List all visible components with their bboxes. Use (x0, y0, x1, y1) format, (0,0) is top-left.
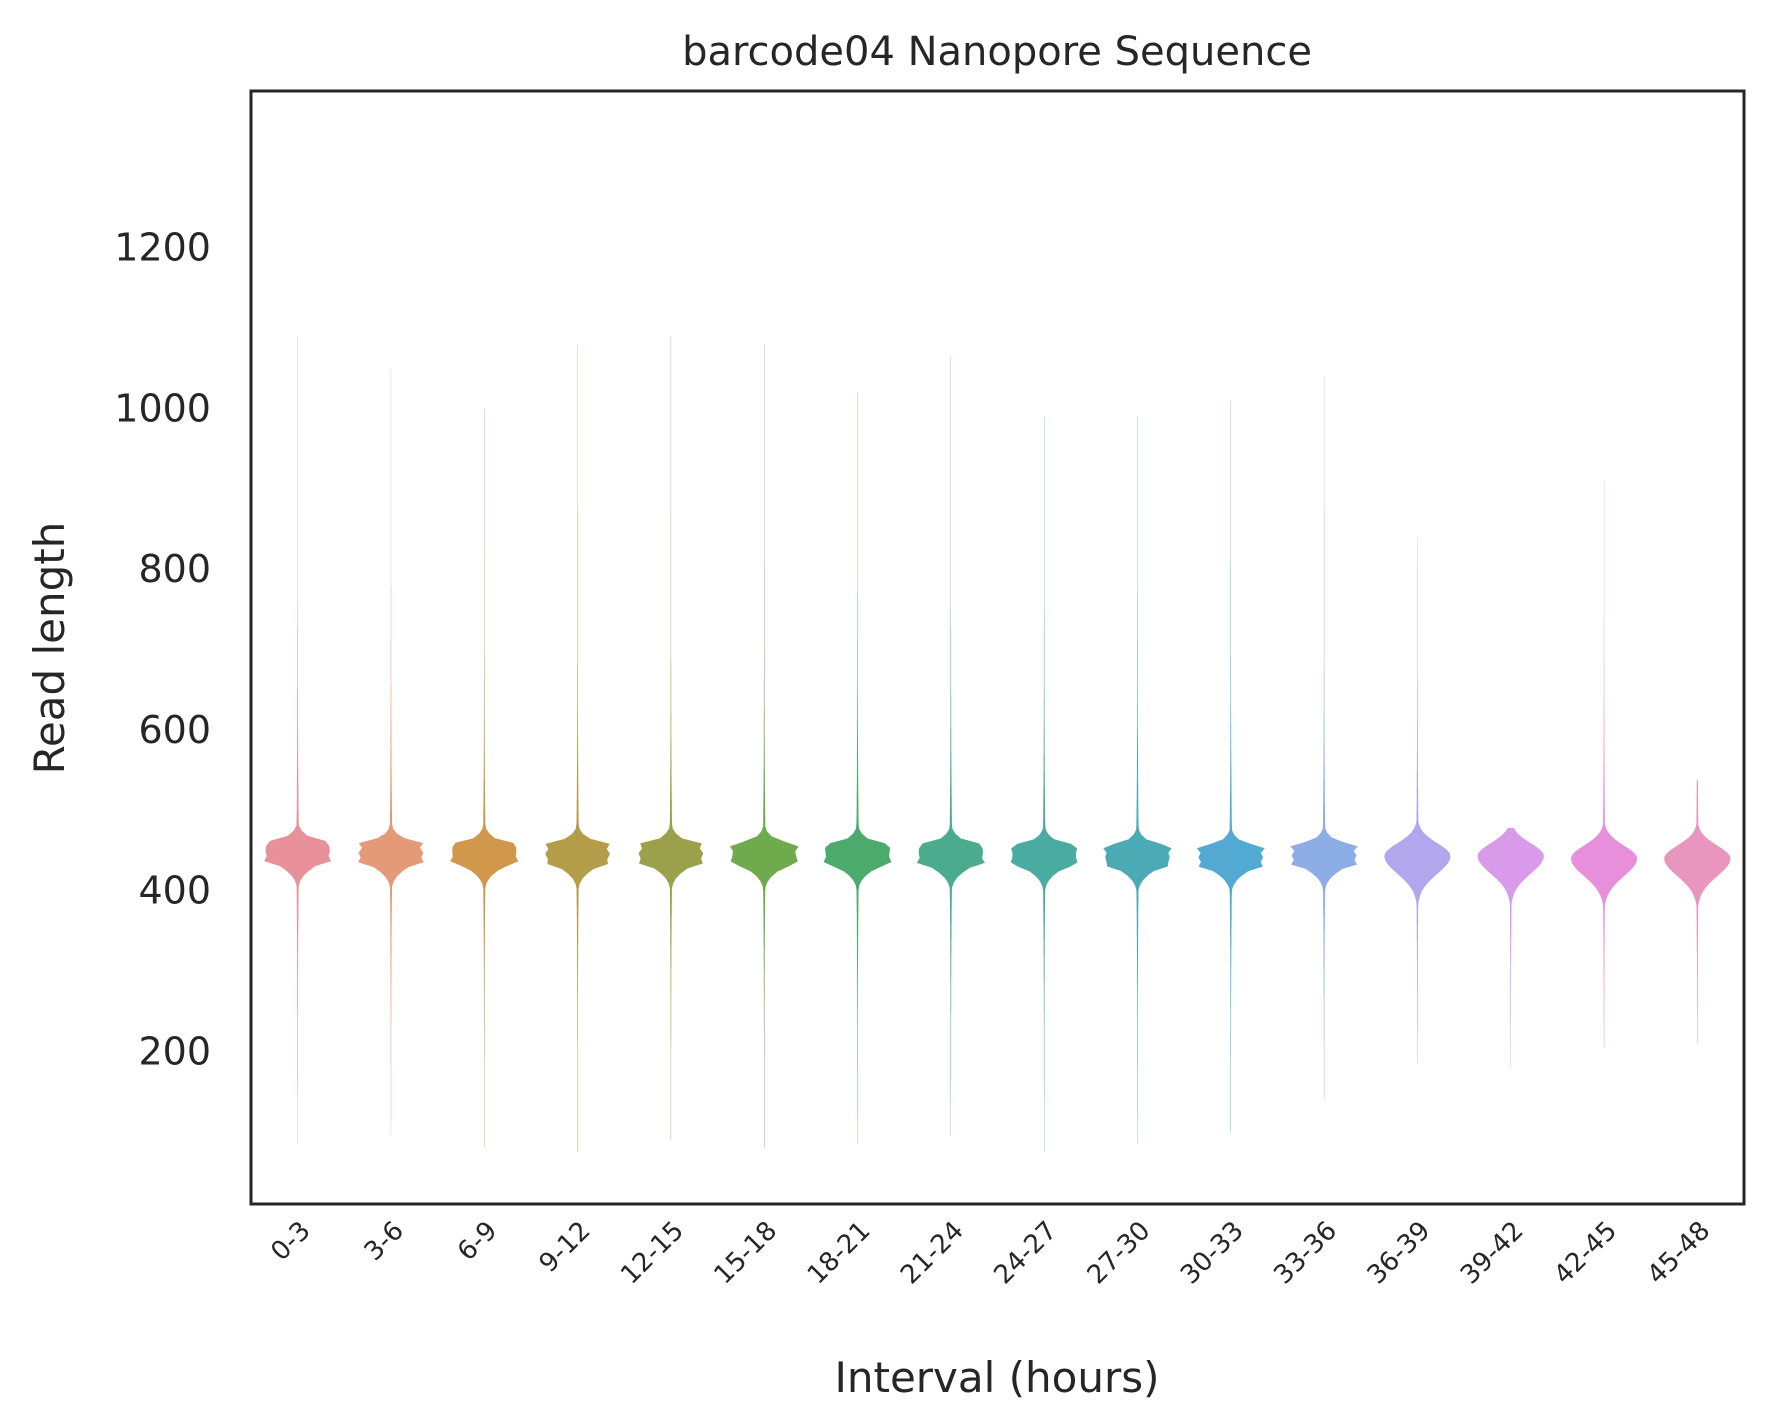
x-tick-label: 45-48 (1642, 1216, 1717, 1291)
violin-12-15 (638, 336, 704, 1140)
y-tick-label: 400 (138, 869, 211, 913)
x-tick-label: 3-6 (359, 1216, 410, 1267)
violin-9-12 (545, 344, 610, 1152)
y-tick-label: 1200 (114, 226, 211, 270)
chart-title: barcode04 Nanopore Sequence (682, 29, 1312, 75)
x-tick-label: 36-39 (1362, 1216, 1437, 1291)
violin-27-30 (1103, 416, 1172, 1144)
x-tick-label: 42-45 (1548, 1216, 1623, 1291)
x-tick-label: 9-12 (534, 1216, 597, 1279)
x-tick-label: 39-42 (1455, 1216, 1530, 1291)
x-tick-label: 33-36 (1268, 1216, 1343, 1291)
plot-frame (249, 89, 1746, 1206)
x-tick-label: 27-30 (1082, 1216, 1157, 1291)
x-tick-label: 12-15 (615, 1216, 690, 1291)
y-tick-label: 600 (138, 708, 211, 752)
x-tick-label: 24-27 (988, 1216, 1063, 1291)
violin-21-24 (916, 356, 985, 1136)
violin-39-42 (1477, 827, 1544, 1068)
violin-group (264, 336, 1731, 1152)
x-tick-labels: 0-3 3-6 6-9 9-12 12-15 15-18 18-21 21-24 24-27 27… (265, 1216, 1716, 1291)
x-tick-label: 30-33 (1175, 1216, 1250, 1291)
y-tick-label: 800 (138, 547, 211, 591)
violin-0-3 (264, 336, 332, 1144)
x-tick-label: 6-9 (452, 1216, 503, 1267)
x-tick-label: 15-18 (709, 1216, 784, 1291)
x-tick-label: 21-24 (895, 1216, 970, 1291)
x-tick-label: 18-21 (802, 1216, 877, 1291)
violin-45-48 (1664, 779, 1731, 1044)
violin-42-45 (1571, 480, 1638, 1048)
violin-15-18 (730, 344, 799, 1148)
violin-18-21 (823, 392, 892, 1144)
violin-3-6 (358, 368, 424, 1136)
violin-30-33 (1196, 400, 1265, 1132)
x-axis-label: Interval (hours) (834, 1353, 1159, 1402)
y-tick-label: 1000 (114, 386, 211, 430)
violin-24-27 (1010, 416, 1078, 1152)
y-axis-label: Read length (25, 522, 74, 775)
y-tick-label: 200 (138, 1029, 211, 1073)
y-tick-labels: 200 400 600 800 1000 1200 (114, 226, 211, 1074)
violin-6-9 (450, 408, 519, 1148)
violin-36-39 (1384, 537, 1451, 1064)
x-tick-label: 0-3 (265, 1216, 316, 1267)
violin-33-36 (1290, 376, 1358, 1100)
